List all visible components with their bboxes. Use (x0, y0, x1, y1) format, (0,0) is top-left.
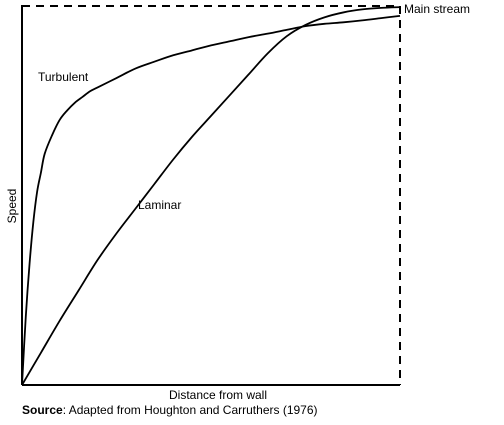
source-note: Source: Adapted from Houghton and Carrut… (22, 403, 318, 417)
y-axis-label: Speed (5, 189, 19, 224)
turbulent-curve (21, 14, 401, 386)
turbulent-label: Turbulent (38, 70, 89, 84)
source-label: Source (22, 403, 63, 417)
laminar-label: Laminar (138, 198, 181, 212)
laminar-curve (21, 6, 401, 386)
main-stream-label: Main stream (404, 2, 470, 16)
source-text: : Adapted from Houghton and Carruthers (… (63, 403, 318, 417)
x-axis-label: Distance from wall (169, 388, 267, 402)
